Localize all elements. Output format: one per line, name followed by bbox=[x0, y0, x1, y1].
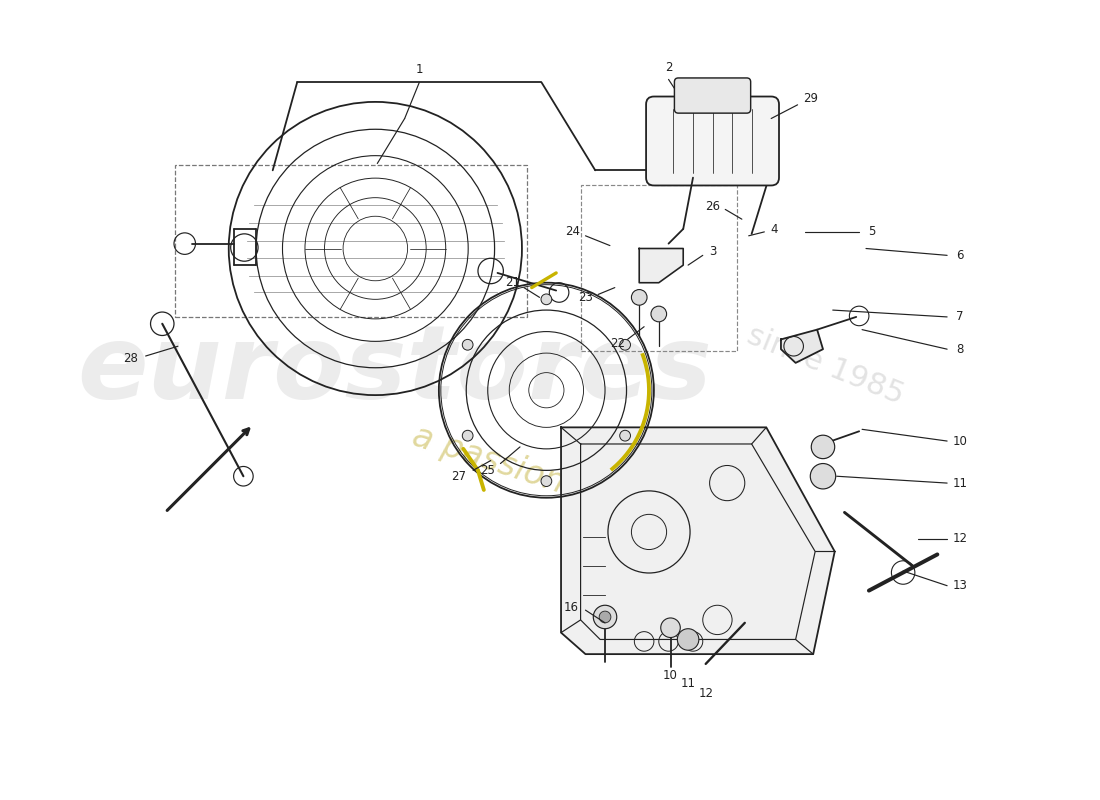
Text: 5: 5 bbox=[868, 226, 876, 238]
Text: a passion for parts: a passion for parts bbox=[408, 419, 714, 547]
Bar bbox=[175, 166, 527, 317]
Text: 4: 4 bbox=[770, 223, 778, 237]
Text: 13: 13 bbox=[953, 579, 967, 592]
Text: 29: 29 bbox=[803, 93, 817, 106]
Circle shape bbox=[619, 430, 630, 441]
Text: since 1985: since 1985 bbox=[742, 321, 907, 410]
Circle shape bbox=[600, 611, 610, 623]
Circle shape bbox=[541, 294, 552, 305]
Text: 12: 12 bbox=[698, 686, 713, 700]
Circle shape bbox=[541, 476, 552, 486]
Circle shape bbox=[462, 339, 473, 350]
Circle shape bbox=[631, 290, 647, 305]
Text: 12: 12 bbox=[953, 532, 967, 546]
Text: 28: 28 bbox=[123, 353, 139, 366]
Text: 22: 22 bbox=[610, 337, 625, 350]
Circle shape bbox=[462, 430, 473, 441]
Text: 25: 25 bbox=[481, 464, 495, 477]
Text: 2: 2 bbox=[664, 61, 672, 74]
Text: 26: 26 bbox=[705, 200, 720, 213]
Text: 23: 23 bbox=[578, 291, 593, 304]
Text: 24: 24 bbox=[565, 226, 581, 238]
Text: 11: 11 bbox=[953, 477, 967, 490]
Circle shape bbox=[678, 629, 698, 650]
Circle shape bbox=[812, 435, 835, 458]
Text: 16: 16 bbox=[563, 601, 579, 614]
Circle shape bbox=[811, 463, 836, 489]
FancyBboxPatch shape bbox=[646, 97, 779, 186]
Text: eurostores: eurostores bbox=[77, 320, 713, 421]
Circle shape bbox=[661, 618, 680, 638]
Text: 8: 8 bbox=[956, 342, 964, 356]
Text: 10: 10 bbox=[953, 434, 967, 447]
Polygon shape bbox=[639, 249, 683, 282]
Text: 7: 7 bbox=[956, 310, 964, 323]
Polygon shape bbox=[781, 330, 823, 363]
Text: 1: 1 bbox=[416, 63, 424, 76]
Circle shape bbox=[593, 606, 617, 629]
Text: 3: 3 bbox=[708, 245, 716, 258]
Polygon shape bbox=[561, 427, 835, 654]
Text: 6: 6 bbox=[956, 249, 964, 262]
Circle shape bbox=[651, 306, 667, 322]
Text: 27: 27 bbox=[451, 470, 466, 482]
Circle shape bbox=[619, 339, 630, 350]
Text: 11: 11 bbox=[681, 677, 695, 690]
Text: 10: 10 bbox=[663, 669, 678, 682]
Circle shape bbox=[701, 84, 724, 107]
Bar bbox=[581, 185, 737, 351]
Text: 21: 21 bbox=[505, 276, 519, 290]
FancyBboxPatch shape bbox=[674, 78, 750, 113]
